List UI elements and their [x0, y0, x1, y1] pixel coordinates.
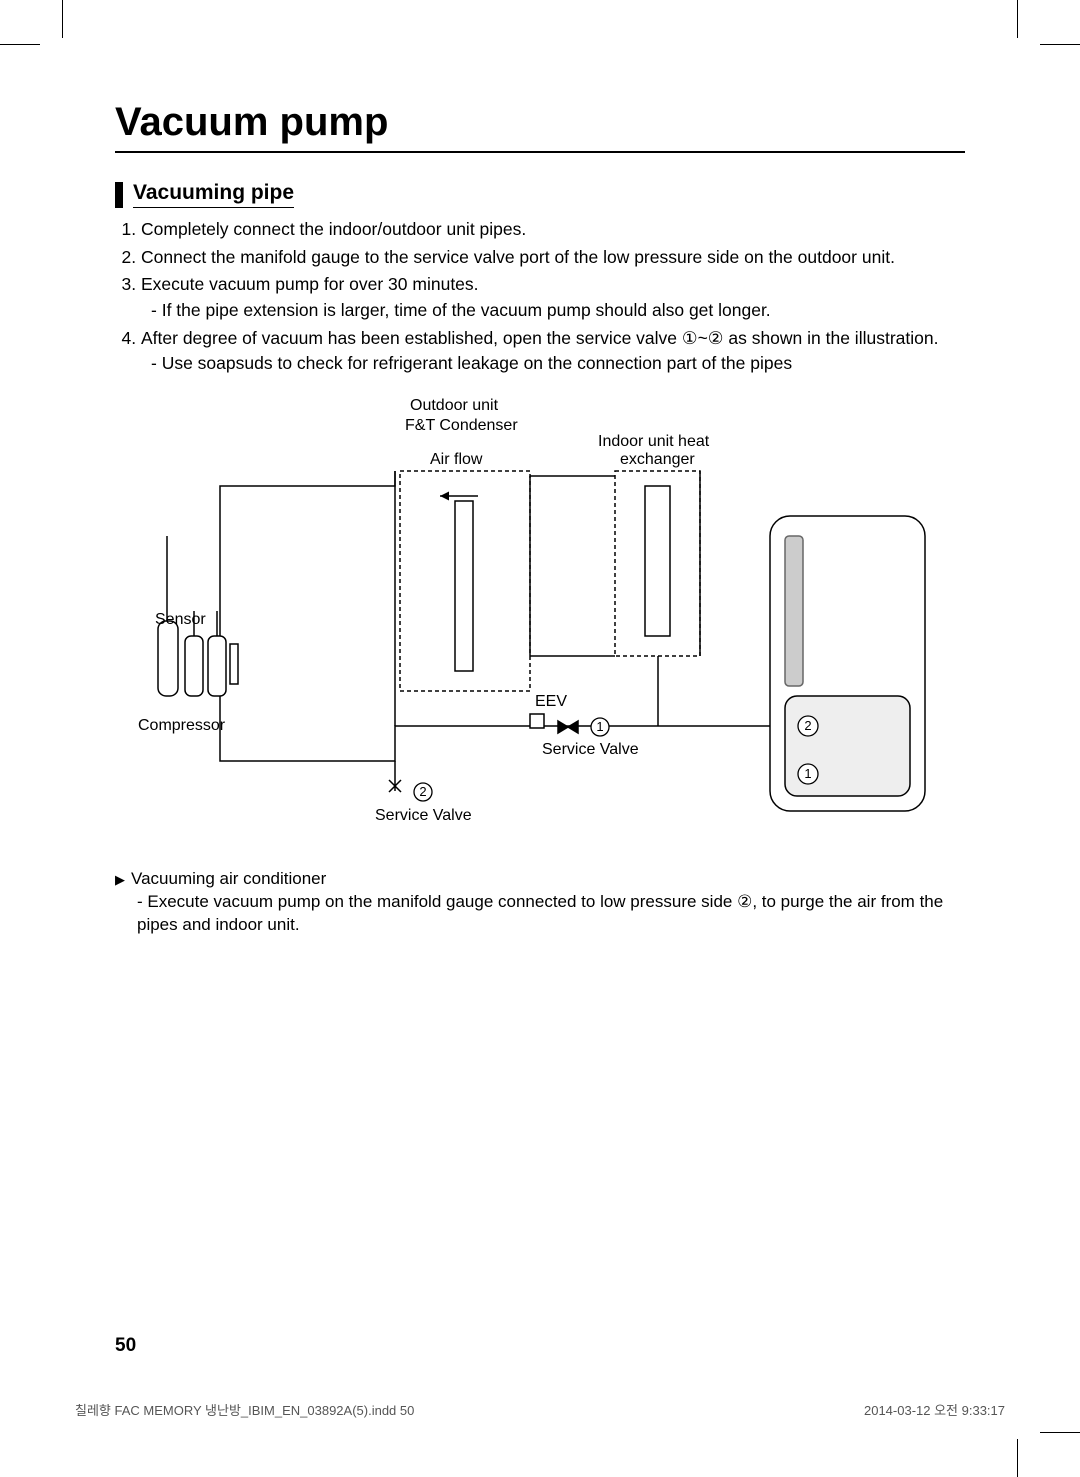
- diagram-circled-2b: 2: [804, 718, 811, 733]
- step-3-text: Execute vacuum pump for over 30 minutes.: [141, 274, 479, 294]
- step-2-text: Connect the manifold gauge to the servic…: [141, 247, 895, 267]
- step-4-sublist: Use soapsuds to check for refrigerant le…: [141, 352, 965, 376]
- page-number: 50: [115, 1335, 136, 1357]
- vacuum-diagram: 1 2 2 1 Outdoor unit F&T Condenser Air f…: [130, 396, 950, 846]
- label-outdoor-unit: Outdoor unit: [410, 396, 498, 415]
- diagram-circled-1b: 1: [804, 766, 811, 781]
- step-1: Completely connect the indoor/outdoor un…: [141, 218, 965, 242]
- content-area: Vacuum pump Vacuuming pipe Completely co…: [115, 100, 965, 937]
- steps-list: Completely connect the indoor/outdoor un…: [115, 218, 965, 376]
- heading-bar-icon: [115, 182, 123, 208]
- print-footer: 칠레향 FAC MEMORY 냉난방_IBIM_EN_03892A(5).ind…: [75, 1400, 1005, 1419]
- section-heading: Vacuuming pipe: [115, 181, 965, 208]
- step-2: Connect the manifold gauge to the servic…: [141, 246, 965, 270]
- footer-left: 칠레향 FAC MEMORY 냉난방_IBIM_EN_03892A(5).ind…: [75, 1400, 414, 1419]
- page-title: Vacuum pump: [115, 100, 965, 153]
- label-air-flow: Air flow: [430, 450, 482, 469]
- label-ft-condenser: F&T Condenser: [405, 416, 518, 435]
- label-eev: EEV: [535, 692, 567, 711]
- below-heading-row: Vacuuming air conditioner: [115, 868, 965, 891]
- step-3-sublist: If the pipe extension is larger, time of…: [141, 299, 965, 323]
- label-indoor-unit-heat: Indoor unit heat: [598, 432, 709, 451]
- step-4-text: After degree of vacuum has been establis…: [141, 328, 938, 348]
- below-diagram-notes: Vacuuming air conditioner Execute vacuum…: [115, 868, 965, 937]
- page: Vacuum pump Vacuuming pipe Completely co…: [0, 0, 1080, 1477]
- step-3-sub-1: If the pipe extension is larger, time of…: [151, 299, 965, 323]
- label-exchanger: exchanger: [620, 450, 695, 469]
- step-4-sub-1: Use soapsuds to check for refrigerant le…: [151, 352, 965, 376]
- section-heading-text: Vacuuming pipe: [133, 181, 294, 208]
- label-service-valve-2: Service Valve: [375, 806, 472, 825]
- triangle-bullet-icon: [115, 868, 125, 891]
- diagram-circled-1: 1: [596, 719, 603, 734]
- footer-right: 2014-03-12 오전 9:33:17: [864, 1400, 1005, 1419]
- below-subtext: Execute vacuum pump on the manifold gaug…: [115, 891, 965, 937]
- step-1-text: Completely connect the indoor/outdoor un…: [141, 219, 526, 239]
- diagram-circled-2: 2: [419, 784, 426, 799]
- step-4: After degree of vacuum has been establis…: [141, 327, 965, 376]
- step-3: Execute vacuum pump for over 30 minutes.…: [141, 273, 965, 322]
- label-service-valve-1: Service Valve: [542, 740, 639, 759]
- label-compressor: Compressor: [138, 716, 225, 735]
- below-heading: Vacuuming air conditioner: [131, 868, 326, 891]
- diagram-svg: 1 2 2 1: [130, 396, 950, 846]
- label-sensor: Sensor: [155, 610, 206, 629]
